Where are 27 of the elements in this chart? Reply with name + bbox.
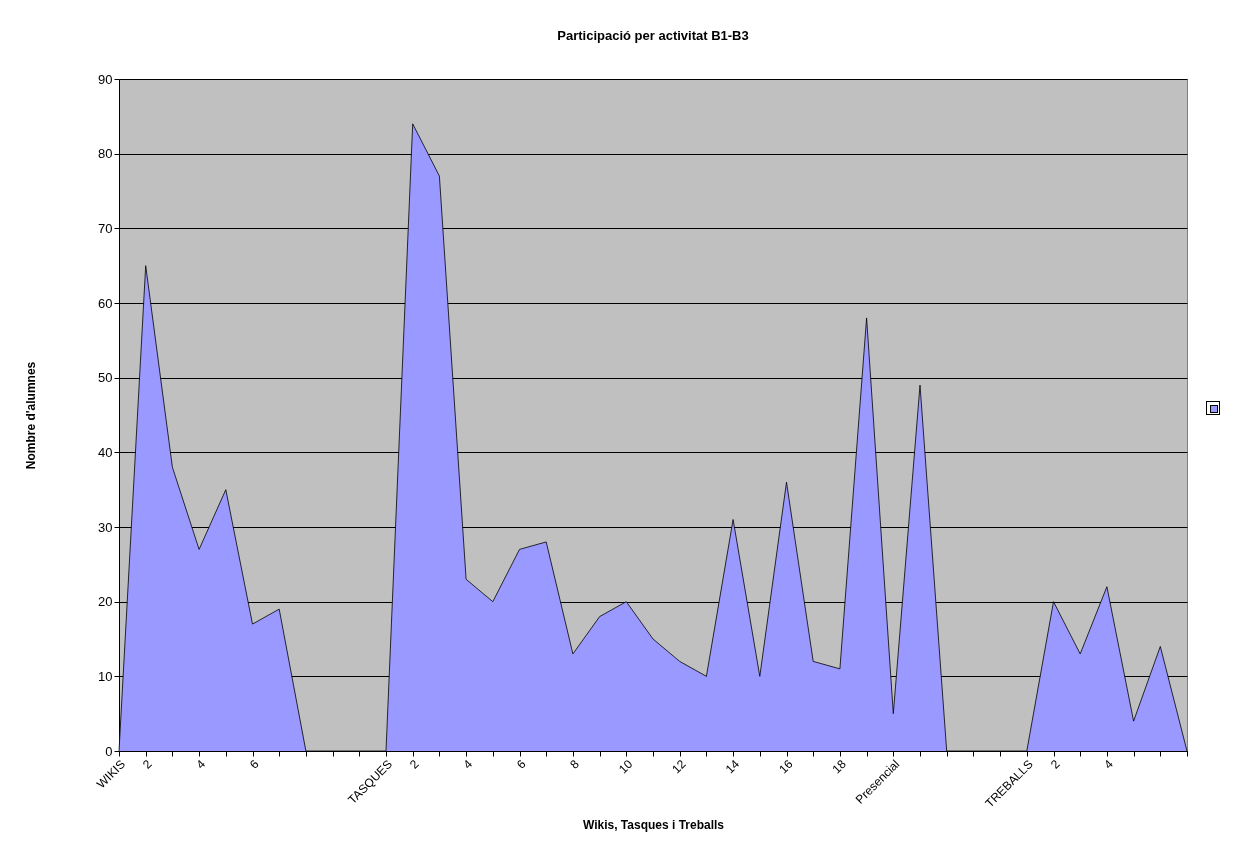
y-tick-label: 90 xyxy=(98,71,113,87)
x-tick-label: 16 xyxy=(776,756,796,777)
x-tick-label: 8 xyxy=(567,756,583,772)
x-tick-label: 14 xyxy=(722,756,743,777)
y-tick-label: 10 xyxy=(98,668,113,684)
y-axis-title: Nombre d'alumnes xyxy=(24,361,39,470)
y-tick-label: 20 xyxy=(98,594,113,610)
chart-title: Participació per activitat B1-B3 xyxy=(557,28,749,43)
y-tick-label: 60 xyxy=(98,295,113,311)
x-tick-label: 12 xyxy=(669,756,689,777)
x-tick-label: 2 xyxy=(140,756,155,772)
y-tick-label: 70 xyxy=(98,220,113,236)
y-tick-label: 30 xyxy=(98,519,113,535)
x-tick-label: 10 xyxy=(615,756,636,777)
x-tick-label: 4 xyxy=(460,756,476,772)
y-tick-label: 50 xyxy=(98,370,113,386)
y-tick-label: 40 xyxy=(98,444,113,460)
x-tick-label: 4 xyxy=(193,756,209,772)
x-tick-label: 18 xyxy=(829,756,850,777)
x-tick-label: 6 xyxy=(246,756,262,772)
y-tick-label: 80 xyxy=(98,146,113,162)
y-tick-label: 0 xyxy=(105,743,113,759)
x-axis-title: Wikis, Tasques i Treballs xyxy=(582,817,725,832)
x-tick-label: 6 xyxy=(513,756,529,772)
x-tick-label: 2 xyxy=(407,756,422,772)
x-tick-label: 4 xyxy=(1101,756,1117,772)
x-tick-label: 2 xyxy=(1047,756,1063,772)
